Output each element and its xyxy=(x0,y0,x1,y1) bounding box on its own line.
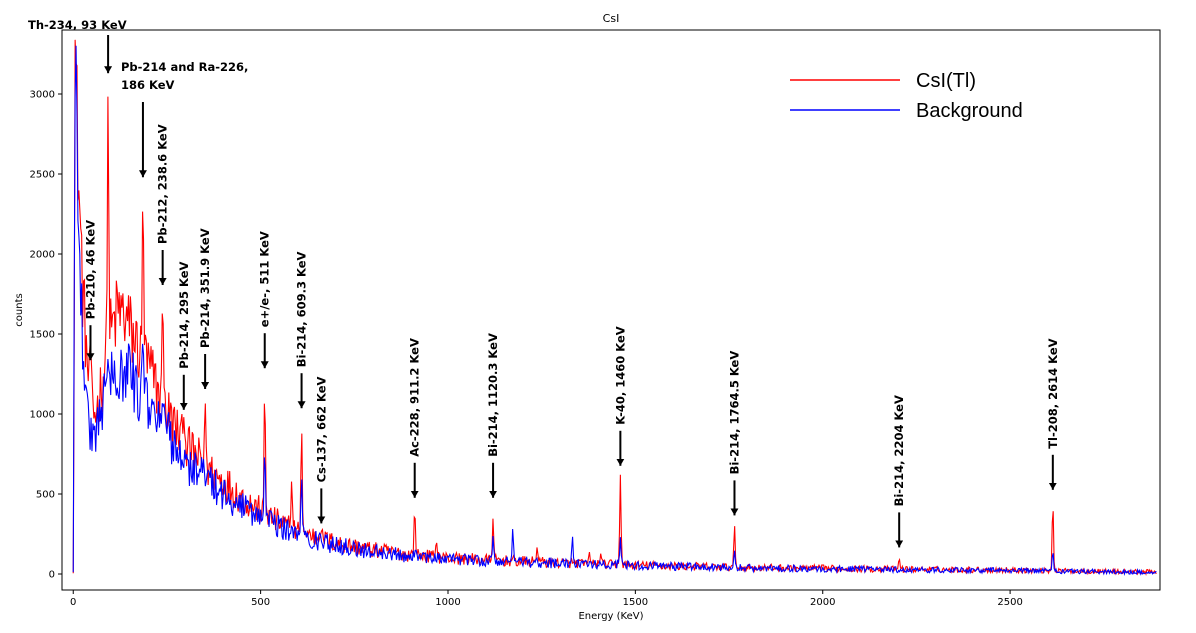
y-tick-label: 1500 xyxy=(30,330,55,341)
y-tick-label: 0 xyxy=(49,570,55,581)
legend-label: CsI(Tl) xyxy=(916,70,976,92)
annotation-label: Bi-214, 1120.3 KeV xyxy=(486,333,500,457)
x-tick-label: 2000 xyxy=(810,597,835,608)
annotation-label: Th-234, 93 KeV xyxy=(28,18,127,32)
annotation-label: Pb-214, 295 KeV xyxy=(177,261,191,368)
y-axis: 0 500 1000 1500 2000 2500 3000 xyxy=(30,90,62,581)
peak-annotation: Bi-214, 2204 KeV xyxy=(892,395,906,548)
x-axis: 0 500 1000 1500 2000 2500 xyxy=(70,590,1023,608)
y-tick-label: 500 xyxy=(36,490,55,501)
annotation-label: Pb-212, 238.6 KeV xyxy=(156,124,170,244)
peak-annotation: e+/e-, 511 KeV xyxy=(258,231,272,369)
annotation-label: Bi-214, 2204 KeV xyxy=(892,395,906,506)
chart-title: CsI xyxy=(603,12,620,25)
peak-annotation: Bi-214, 1120.3 KeV xyxy=(486,333,500,498)
peak-annotations: Pb-210, 46 KeV Pb-212, 238.6 KeV Pb-214, 2… xyxy=(28,18,1060,548)
peak-annotation: Ac-228, 911.2 KeV xyxy=(408,338,422,498)
y-tick-label: 1000 xyxy=(30,410,55,421)
peak-annotation: Bi-214, 1764.5 KeV xyxy=(727,351,741,516)
annotation-label: Bi-214, 609.3 KeV xyxy=(295,251,309,367)
peak-annotation: Pb-212, 238.6 KeV xyxy=(156,124,170,285)
x-tick-label: 1500 xyxy=(623,597,648,608)
annotation-label: Pb-210, 46 KeV xyxy=(83,220,97,319)
peak-annotation: Pb-214, 351.9 KeV xyxy=(198,228,212,389)
annotation-label: K-40, 1460 KeV xyxy=(613,326,627,425)
legend: CsI(Tl) Background xyxy=(790,70,1023,122)
peak-annotation: Pb-210, 46 KeV xyxy=(83,220,97,361)
x-tick-label: 2500 xyxy=(997,597,1022,608)
series-line-background xyxy=(72,45,1157,576)
peak-annotation: Bi-214, 609.3 KeV xyxy=(295,251,309,409)
peak-annotation: K-40, 1460 KeV xyxy=(613,326,627,466)
x-tick-label: 0 xyxy=(70,597,76,608)
annotation-label: Bi-214, 1764.5 KeV xyxy=(727,351,741,475)
y-axis-label: counts xyxy=(14,293,25,326)
x-tick-label: 1000 xyxy=(435,597,460,608)
y-tick-label: 3000 xyxy=(30,90,55,101)
y-tick-label: 2000 xyxy=(30,250,55,261)
y-tick-label: 2500 xyxy=(30,170,55,181)
annotation-label: Ac-228, 911.2 KeV xyxy=(408,338,422,457)
annotation-label: Cs-137, 662 KeV xyxy=(314,376,328,482)
plot-area xyxy=(61,29,1161,591)
x-tick-label: 500 xyxy=(251,597,270,608)
peak-annotation: Pb-214, 295 KeV xyxy=(177,261,191,410)
annotation-label: Tl-208, 2614 KeV xyxy=(1046,338,1060,448)
annotation-label: Pb-214 and Ra-226, xyxy=(121,60,248,74)
peak-annotation: Tl-208, 2614 KeV xyxy=(1046,338,1060,490)
annotation-label: Pb-214, 351.9 KeV xyxy=(198,228,212,348)
annotation-label: e+/e-, 511 KeV xyxy=(258,231,272,327)
plot-frame xyxy=(61,29,1161,591)
legend-label: Background xyxy=(916,100,1023,122)
x-axis-label: Energy (KeV) xyxy=(578,611,643,622)
peak-annotation: Cs-137, 662 KeV xyxy=(314,376,328,524)
annotation-label: 186 KeV xyxy=(121,78,175,92)
